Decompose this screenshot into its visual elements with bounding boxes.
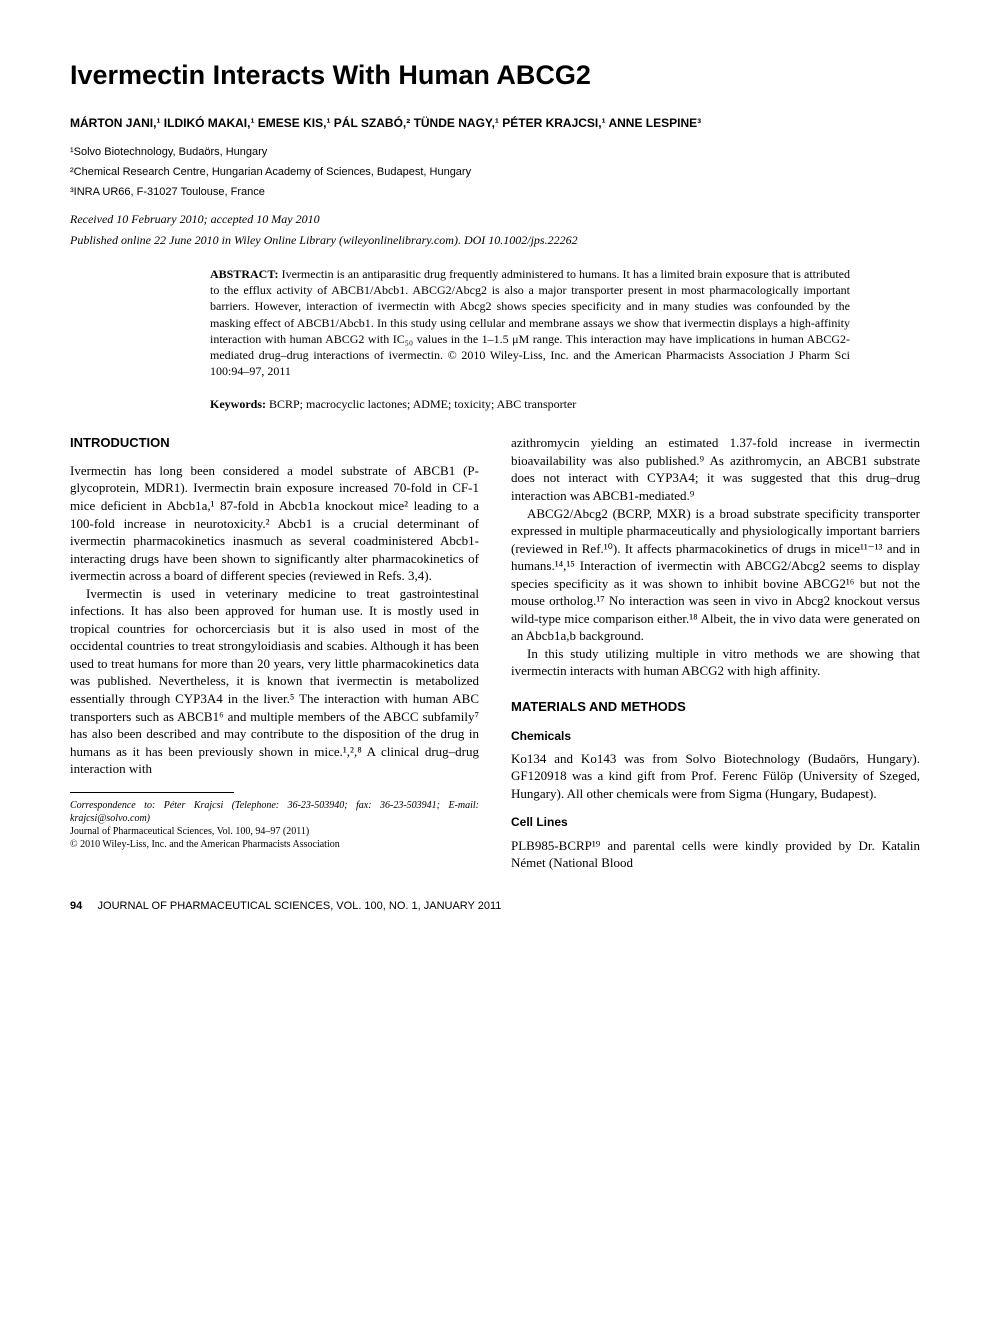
keywords-block: Keywords: BCRP; macrocyclic lactones; AD… bbox=[210, 397, 850, 412]
received-line: Received 10 February 2010; accepted 10 M… bbox=[70, 212, 920, 227]
journal-footnote: Journal of Pharmaceutical Sciences, Vol.… bbox=[70, 825, 479, 838]
copyright-footnote: © 2010 Wiley-Liss, Inc. and the American… bbox=[70, 838, 479, 851]
intro-para-1: Ivermectin has long been considered a mo… bbox=[70, 462, 479, 585]
intro-para-2: Ivermectin is used in veterinary medicin… bbox=[70, 585, 479, 778]
left-column: INTRODUCTION Ivermectin has long been co… bbox=[70, 434, 479, 871]
keywords-label: Keywords: bbox=[210, 397, 266, 411]
affiliation-1: ¹Solvo Biotechnology, Budaörs, Hungary bbox=[70, 146, 920, 158]
two-column-body: INTRODUCTION Ivermectin has long been co… bbox=[70, 434, 920, 871]
correspondence-text: Correspondence to: Péter Krajcsi (Teleph… bbox=[70, 800, 479, 824]
right-column: azithromycin yielding an estimated 1.37-… bbox=[511, 434, 920, 871]
cell-lines-para: PLB985-BCRP¹⁹ and parental cells were ki… bbox=[511, 837, 920, 872]
abstract-label: ABSTRACT: bbox=[210, 267, 278, 281]
abstract-text: Ivermectin is an antiparasitic drug freq… bbox=[210, 267, 850, 378]
cell-lines-heading: Cell Lines bbox=[511, 814, 920, 830]
affiliation-2: ²Chemical Research Centre, Hungarian Aca… bbox=[70, 166, 920, 178]
footer-journal-text: JOURNAL OF PHARMACEUTICAL SCIENCES, VOL.… bbox=[98, 900, 502, 912]
article-title: Ivermectin Interacts With Human ABCG2 bbox=[70, 60, 920, 91]
right-para-2: ABCG2/Abcg2 (BCRP, MXR) is a broad subst… bbox=[511, 505, 920, 645]
page-footer: 94 JOURNAL OF PHARMACEUTICAL SCIENCES, V… bbox=[70, 900, 920, 912]
introduction-heading: INTRODUCTION bbox=[70, 434, 479, 452]
correspondence-footnote: Correspondence to: Péter Krajcsi (Teleph… bbox=[70, 799, 479, 825]
chemicals-heading: Chemicals bbox=[511, 728, 920, 744]
materials-methods-heading: MATERIALS AND METHODS bbox=[511, 698, 920, 716]
page-number: 94 bbox=[70, 900, 82, 912]
right-para-3: In this study utilizing multiple in vitr… bbox=[511, 645, 920, 680]
abstract-block: ABSTRACT: Ivermectin is an antiparasitic… bbox=[210, 266, 850, 379]
authors-line: MÁRTON JANI,¹ ILDIKÓ MAKAI,¹ EMESE KIS,¹… bbox=[70, 116, 920, 130]
keywords-text: BCRP; macrocyclic lactones; ADME; toxici… bbox=[269, 397, 576, 411]
publication-info: Published online 22 June 2010 in Wiley O… bbox=[70, 233, 920, 248]
right-para-1: azithromycin yielding an estimated 1.37-… bbox=[511, 434, 920, 504]
footnote-divider bbox=[70, 792, 234, 793]
chemicals-para: Ko134 and Ko143 was from Solvo Biotechno… bbox=[511, 750, 920, 803]
affiliation-3: ³INRA UR66, F-31027 Toulouse, France bbox=[70, 186, 920, 198]
